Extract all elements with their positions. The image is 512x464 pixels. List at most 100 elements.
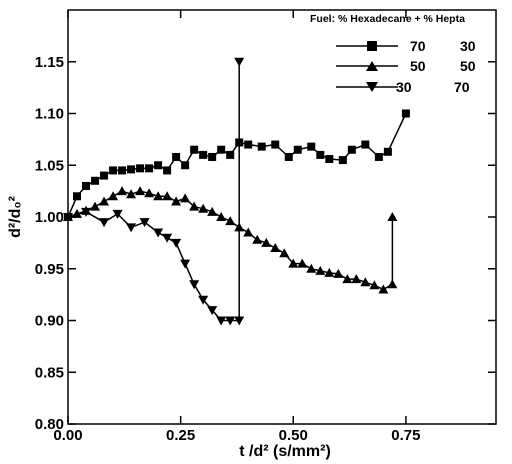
series-2-point <box>378 284 389 294</box>
series-2-point <box>306 263 317 273</box>
series-3-point <box>153 228 164 238</box>
series-2-point <box>99 196 110 206</box>
series-2-point <box>261 237 272 247</box>
series-2-point <box>135 186 146 196</box>
series-line-1 <box>67 113 407 218</box>
series-1-point <box>136 164 145 173</box>
series-1-point <box>257 142 266 151</box>
series-1-point <box>217 145 226 154</box>
series-1-point <box>145 164 154 173</box>
series-1-point <box>325 155 334 164</box>
series-3-point <box>189 280 200 290</box>
legend-marker-3 <box>366 82 378 92</box>
series-2-point <box>108 191 119 201</box>
y-tick-label: 1.05 <box>35 157 64 174</box>
series-2-point <box>342 274 353 284</box>
series-1-point <box>347 145 356 154</box>
series-1-point <box>127 165 136 174</box>
series-3-point <box>112 209 123 219</box>
series-1-point <box>401 109 410 118</box>
series-1-point <box>82 181 91 190</box>
series-2-point <box>333 268 344 278</box>
series-2-point <box>171 196 182 206</box>
y-tick-label: 0.85 <box>35 364 64 381</box>
series-1-point <box>361 140 370 149</box>
series-3-point <box>234 57 245 67</box>
series-2-point <box>369 280 380 290</box>
plot-area: 0.80 0.85 0.90 0.95 1.00 1.05 1.10 1.15 0.00 0.2… <box>35 9 497 444</box>
series-2-point <box>144 188 155 198</box>
y-tick-label: 1.10 <box>35 106 64 123</box>
series-1-point <box>163 166 172 175</box>
series-2-point <box>126 189 137 199</box>
series-3-point <box>234 316 245 326</box>
series-layer <box>63 57 410 326</box>
y-tick-label: 0.95 <box>35 261 64 278</box>
x-tick-label: 0.25 <box>166 427 195 444</box>
y-axis-ticks: 0.80 0.85 0.90 0.95 1.00 1.05 1.10 1.15 <box>35 54 496 433</box>
series-line-3 <box>67 61 240 322</box>
series-2-point <box>243 227 254 237</box>
series-1-point <box>91 176 100 185</box>
series-1-point <box>172 152 181 161</box>
y-tick-label: 1.15 <box>35 54 64 71</box>
series-2-point <box>225 216 236 226</box>
series-2-point <box>180 193 191 203</box>
series-3-point <box>225 316 236 326</box>
series-3-point <box>99 218 110 228</box>
series-2-point <box>216 212 227 221</box>
series-1-point <box>271 140 280 149</box>
series-3-point <box>207 306 218 316</box>
y-tick-label: 0.80 <box>35 416 64 433</box>
series-1-point <box>244 140 253 149</box>
series-line-2 <box>67 190 394 291</box>
x-tick-label: 0.00 <box>53 427 82 444</box>
series-1-point <box>199 150 208 159</box>
series-1-point <box>181 161 190 170</box>
series-1-point <box>307 142 316 151</box>
legend-entry-3-col2: 70 <box>454 79 470 95</box>
series-1-point <box>226 150 235 159</box>
series-3-point <box>81 207 92 217</box>
series-2-point <box>351 274 362 284</box>
series-1-point <box>293 145 302 154</box>
x-tick-label: 0.50 <box>279 427 308 444</box>
series-2-point <box>270 243 281 253</box>
series-2-point <box>288 258 299 268</box>
legend: Fuel: % Hexadecane + % Hepta 70 30 50 50… <box>310 13 476 95</box>
series-3-point <box>162 233 173 243</box>
x-tick-label: 0.75 <box>391 427 420 444</box>
series-1-point <box>383 147 392 156</box>
series-2-point <box>387 212 398 221</box>
plot-frame <box>67 9 497 425</box>
series-3-point <box>63 213 73 222</box>
series-1-point <box>374 152 383 161</box>
series-1-point <box>100 171 109 180</box>
series-2-point <box>360 277 371 287</box>
series-1-point <box>154 161 163 170</box>
legend-marker-2 <box>366 61 378 71</box>
legend-entry-1-col1: 70 <box>410 38 426 54</box>
series-2-point <box>117 186 128 196</box>
series-1-point <box>284 152 293 161</box>
series-2-point <box>324 267 335 277</box>
legend-entry-2-col1: 50 <box>410 58 426 74</box>
x-axis-title: t /d² (s/mm²) <box>239 443 331 460</box>
y-tick-label: 1.00 <box>35 209 64 226</box>
series-1-point <box>118 166 127 175</box>
legend-entry-3-col1: 30 <box>396 79 412 95</box>
series-2-point <box>279 248 290 258</box>
series-2-point <box>207 206 218 216</box>
series-1-point <box>316 150 325 159</box>
legend-title: Fuel: % Hexadecane + % Hepta <box>310 13 465 25</box>
series-2-point <box>198 203 209 213</box>
series-3-point <box>126 223 137 233</box>
legend-entry-1-col2: 30 <box>460 38 476 54</box>
series-3-point <box>171 238 182 248</box>
series-3-point <box>139 218 150 228</box>
series-2-point <box>297 258 308 268</box>
series-2-point <box>153 191 164 201</box>
y-tick-label: 0.90 <box>35 313 64 330</box>
series-2-point <box>189 201 200 211</box>
